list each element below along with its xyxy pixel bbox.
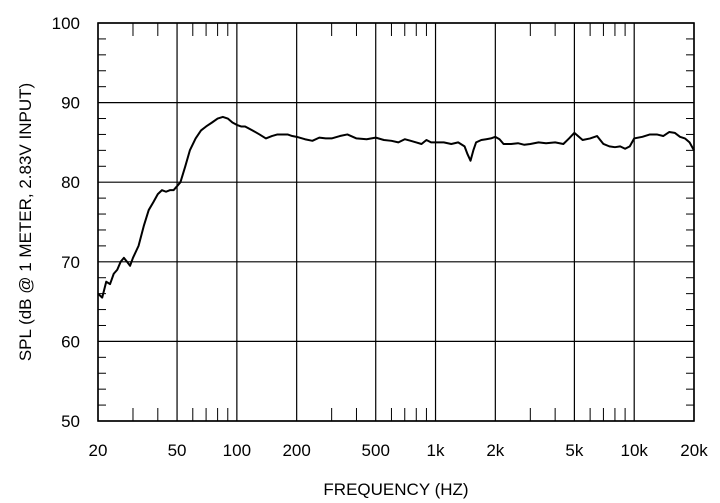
- x-tick-label: 200: [282, 441, 310, 460]
- y-tick-label: 80: [61, 173, 80, 192]
- x-tick-label: 20: [89, 441, 108, 460]
- x-tick-label: 50: [168, 441, 187, 460]
- y-tick-label: 60: [61, 332, 80, 351]
- x-tick-label: 10k: [620, 441, 648, 460]
- x-axis-title: FREQUENCY (HZ): [323, 480, 468, 499]
- major-gridlines: [97, 22, 695, 422]
- y-tick-label: 50: [61, 412, 80, 431]
- x-tick-label: 500: [362, 441, 390, 460]
- y-tick-label: 100: [52, 14, 80, 33]
- x-tick-label: 2k: [486, 441, 504, 460]
- x-tick-label: 100: [223, 441, 251, 460]
- y-tick-label: 70: [61, 253, 80, 272]
- y-tick-label: 90: [61, 94, 80, 113]
- plot-frame: [97, 22, 695, 422]
- x-tick-label: 20k: [680, 441, 708, 460]
- x-tick-label: 5k: [565, 441, 583, 460]
- x-tick-labels: 20 50 100 200 500 1k 2k 5k 10k 20k: [89, 441, 709, 460]
- y-tick-labels: 50 60 70 80 90 100: [52, 14, 80, 431]
- y-axis-title: SPL (dB @ 1 METER, 2.83V INPUT): [16, 83, 35, 361]
- minor-gridlines: [98, 23, 694, 421]
- x-tick-label: 1k: [427, 441, 445, 460]
- spl-curve: [97, 115, 695, 299]
